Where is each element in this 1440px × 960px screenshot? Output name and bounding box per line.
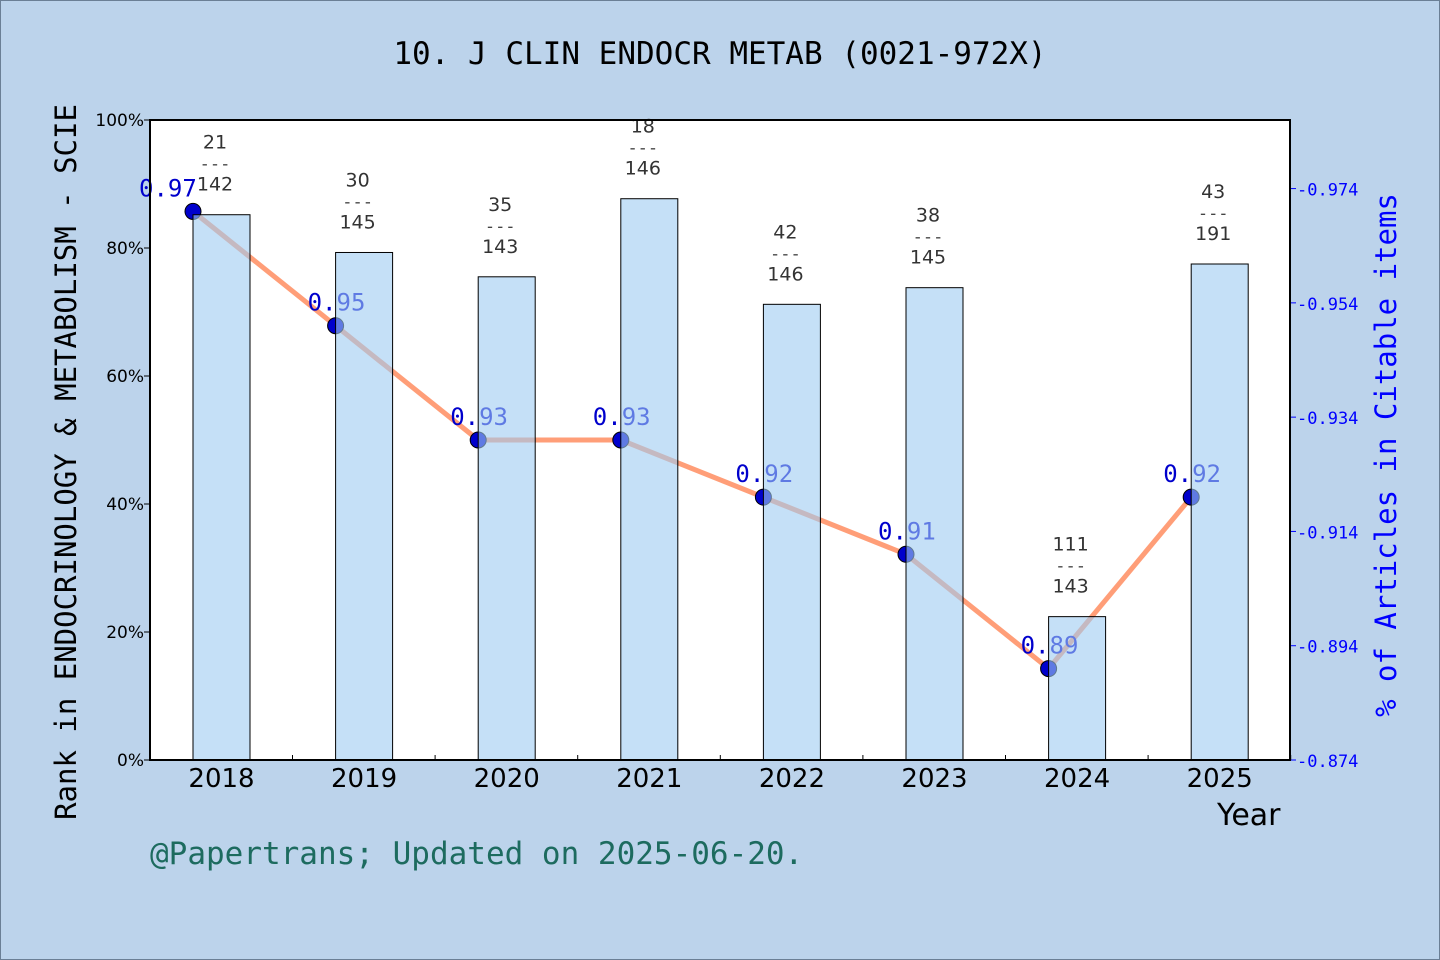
bar — [1048, 616, 1107, 761]
bar — [1190, 263, 1249, 761]
bar-fraction-line: --- — [1055, 557, 1086, 577]
bar-fraction-line: --- — [913, 228, 944, 248]
bar-rank-label: 43 — [1201, 181, 1225, 203]
plot-area — [150, 120, 1290, 760]
y2-tick-label: -0.894 — [1297, 638, 1358, 658]
x-tick-label: 2024 — [1044, 764, 1110, 794]
bar-total-label: 146 — [767, 263, 803, 285]
x-tick-label: 2025 — [1187, 764, 1253, 794]
bar-rank-label: 30 — [346, 169, 370, 191]
y-tick-label: 20% — [106, 623, 144, 643]
credit-text: @Papertrans; Updated on 2025-06-20. — [150, 836, 804, 872]
bar-rank-label: 42 — [773, 221, 797, 243]
x-tick-label: 2022 — [759, 764, 825, 794]
bar-total-label: 143 — [482, 236, 518, 258]
bar-fraction-line: --- — [1198, 204, 1229, 224]
bar — [762, 303, 821, 761]
y2-tick-label: -0.954 — [1297, 295, 1358, 315]
bar-rank-label: 38 — [916, 205, 940, 227]
bar-rank-label: 35 — [488, 194, 512, 216]
chart-title: 10. J CLIN ENDOCR METAB (0021-972X) — [393, 36, 1047, 72]
bar — [477, 276, 536, 761]
y2-tick-label: -0.934 — [1297, 409, 1358, 429]
bar-rank-label: 18 — [631, 116, 655, 138]
bar-fraction-line: --- — [342, 192, 373, 212]
y-tick-label: 60% — [106, 367, 144, 387]
y-tick-label: 0% — [117, 751, 144, 771]
y-tick-label: 80% — [106, 239, 144, 259]
x-tick-label: 2023 — [901, 764, 967, 794]
bar — [620, 198, 679, 761]
bar — [192, 214, 251, 761]
bar-total-label: 142 — [197, 174, 233, 196]
bar-total-label: 191 — [1195, 223, 1231, 245]
bar-total-label: 146 — [625, 158, 661, 180]
bar-fraction-line: --- — [200, 155, 231, 175]
y2-tick-label: -0.914 — [1297, 523, 1358, 543]
bar — [905, 287, 964, 761]
bar-fraction-line: --- — [485, 217, 516, 237]
x-tick-label: 2020 — [474, 764, 540, 794]
bar-total-label: 145 — [339, 211, 375, 233]
bar-total-label: 143 — [1052, 576, 1088, 598]
plot-border — [149, 119, 1291, 761]
x-tick-label: 2018 — [188, 764, 254, 794]
y2-tick-label: -0.874 — [1297, 752, 1358, 772]
x-axis-label: Year — [1217, 798, 1281, 833]
bar-rank-label: 21 — [203, 132, 227, 154]
y2-tick-label: -0.974 — [1297, 181, 1358, 201]
bar-fraction-line: --- — [627, 139, 658, 159]
bar — [335, 251, 394, 761]
bar-rank-label: 111 — [1052, 534, 1088, 556]
line-point-label: 0.97 — [139, 174, 197, 202]
x-tick-label: 2021 — [616, 764, 682, 794]
bar-total-label: 145 — [910, 247, 946, 269]
y-tick-label: 40% — [106, 495, 144, 515]
x-tick-label: 2019 — [331, 764, 397, 794]
bar-fraction-line: --- — [770, 244, 801, 264]
y-tick-label: 100% — [95, 111, 144, 131]
